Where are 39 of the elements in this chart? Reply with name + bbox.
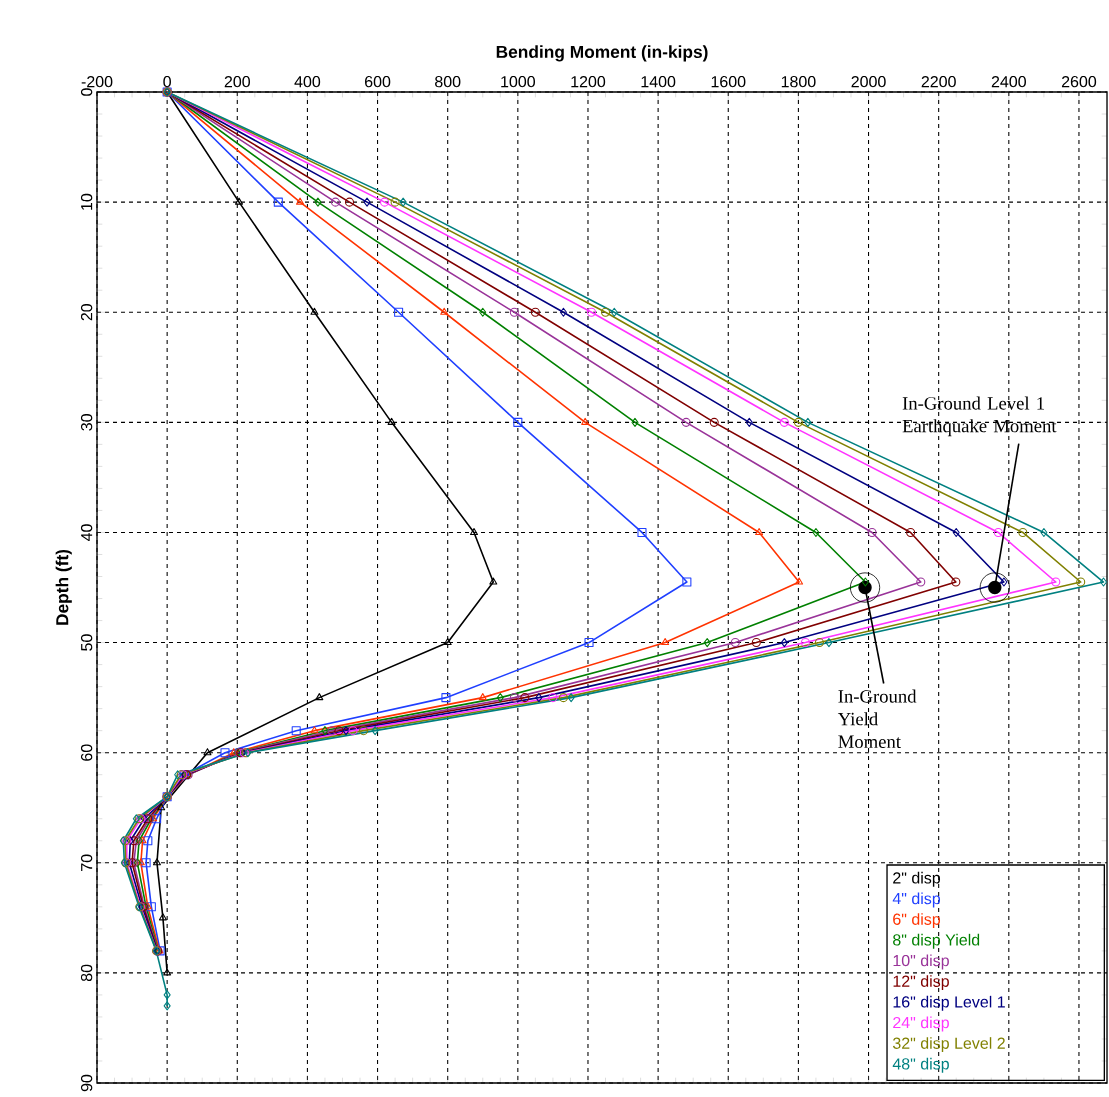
y-tick-label: 90 bbox=[80, 1074, 93, 1092]
y-tick-label: 40 bbox=[80, 524, 93, 541]
x-tick-label: 800 bbox=[435, 75, 461, 88]
text: 2" disp bbox=[893, 871, 941, 887]
x-tick-label: 2200 bbox=[921, 75, 956, 88]
y-tick-label: 20 bbox=[80, 303, 93, 321]
x-tick-label: 2400 bbox=[991, 75, 1026, 88]
y-tick-label: 70 bbox=[80, 854, 93, 871]
text: 6" disp bbox=[893, 913, 941, 929]
x-tick-label: 1000 bbox=[501, 75, 536, 88]
x-axis-title: Bending Moment (in-kips) bbox=[496, 45, 708, 62]
text: 32" disp Level 2 bbox=[892, 1037, 1005, 1053]
y-axis-title: Depth (ft) bbox=[55, 549, 72, 625]
x-tick-label: 1800 bbox=[781, 75, 816, 88]
x-tick-label: 1200 bbox=[571, 75, 606, 88]
x-tick-label: 1400 bbox=[641, 75, 676, 88]
y-tick-label: 60 bbox=[80, 744, 93, 761]
text: 10" disp bbox=[893, 954, 949, 970]
annotation: In-Ground Level 1 Earthquake Moment bbox=[902, 396, 1057, 437]
x-tick-label: -200 bbox=[81, 75, 113, 88]
y-tick-label: 30 bbox=[80, 414, 93, 431]
annotation: In-Ground Yield Moment bbox=[837, 689, 917, 749]
y-tick-label: 50 bbox=[80, 634, 93, 651]
x-tick-label: 200 bbox=[224, 75, 251, 88]
y-tick-label: 0 bbox=[80, 88, 93, 96]
text: 12" disp bbox=[893, 975, 949, 991]
x-tick-label: 400 bbox=[294, 75, 321, 88]
x-tick-label: 2000 bbox=[851, 75, 886, 88]
text: 16" disp Level 1 bbox=[893, 995, 1005, 1011]
text: 8" disp Yield bbox=[893, 933, 980, 949]
x-tick-label: 1600 bbox=[711, 75, 746, 88]
y-tick-label: 80 bbox=[80, 964, 93, 982]
text: 48" disp bbox=[892, 1057, 949, 1073]
y-tick-label: 10 bbox=[80, 193, 93, 210]
x-tick-label: 2600 bbox=[1061, 75, 1097, 88]
text: 24" disp bbox=[893, 1016, 949, 1032]
x-tick-label: 600 bbox=[365, 75, 391, 88]
text: 4" disp bbox=[892, 892, 941, 908]
x-tick-label: 0 bbox=[163, 75, 171, 88]
